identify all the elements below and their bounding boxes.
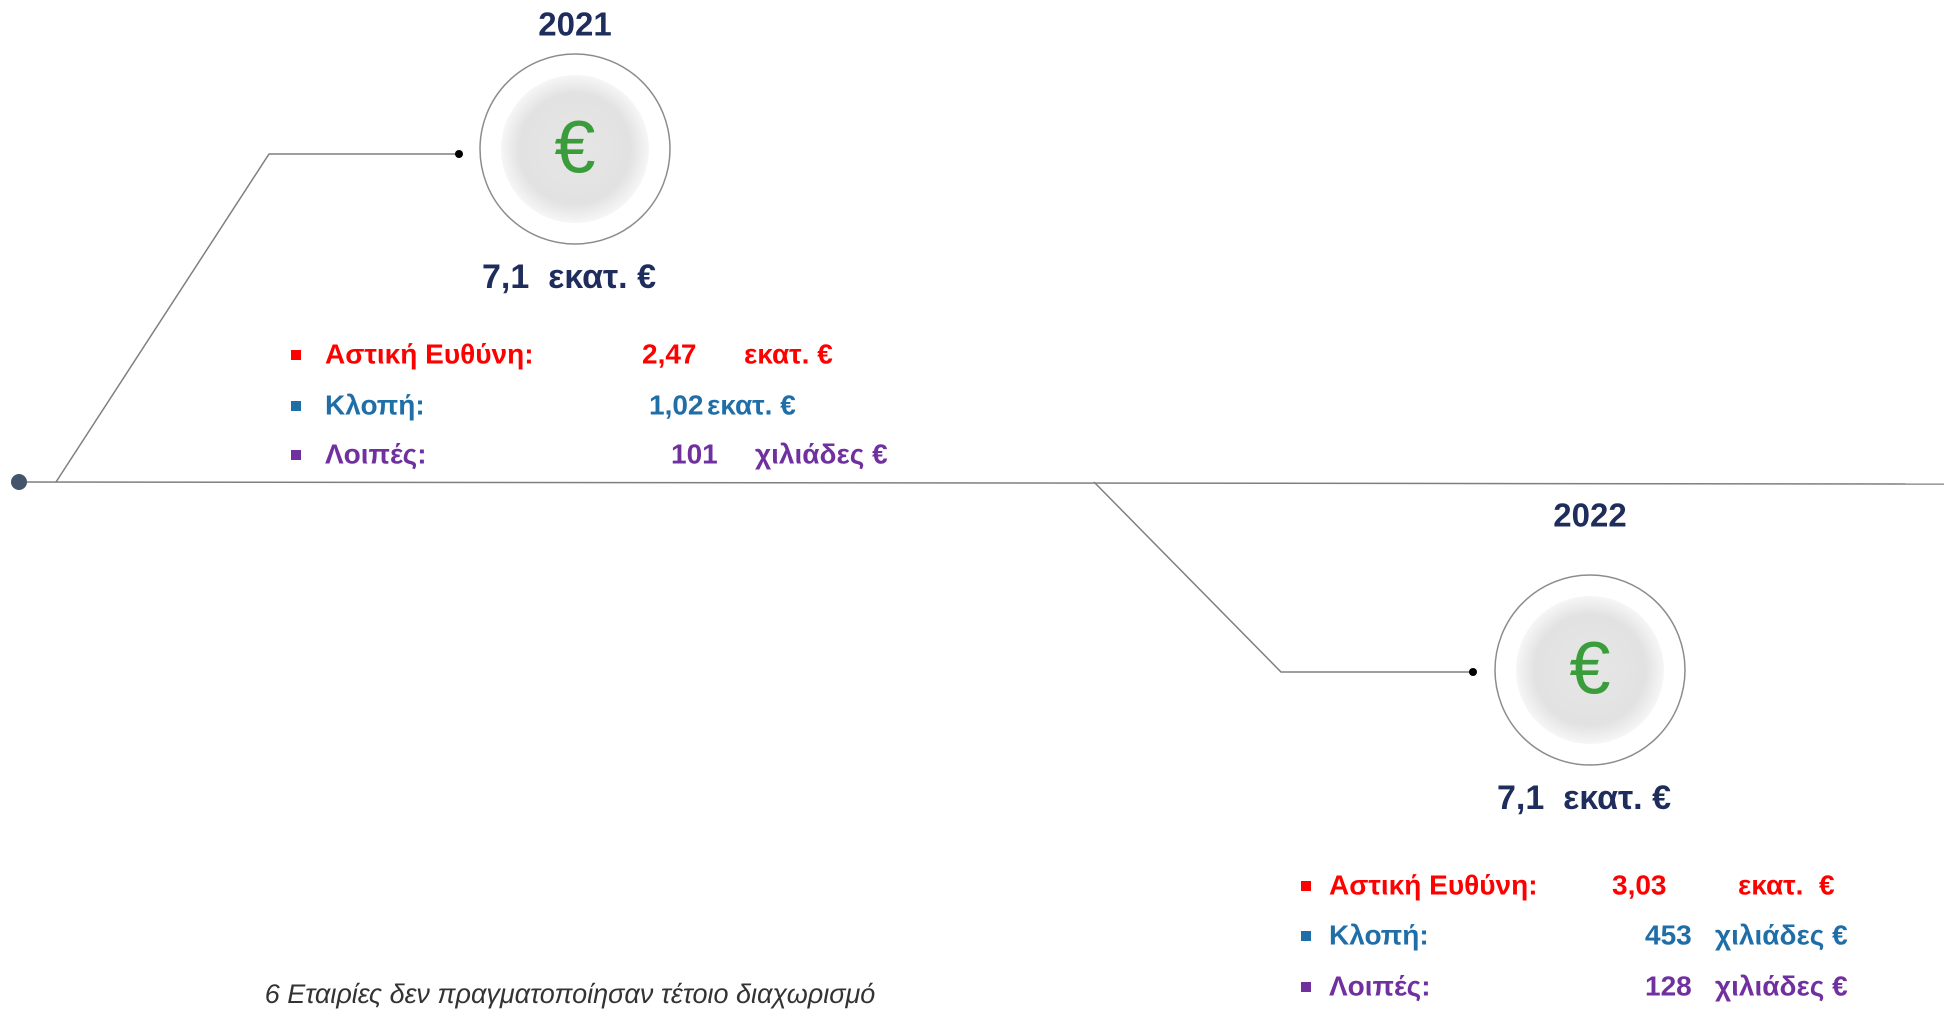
item-label: Λοιπές: <box>1329 970 1431 1001</box>
item-unit: χιλιάδες € <box>755 438 888 469</box>
item-label: Κλοπή: <box>1329 919 1429 950</box>
bullet <box>1301 982 1311 992</box>
connector <box>55 153 459 483</box>
connector <box>1093 481 1473 673</box>
axis-start-dot <box>11 474 27 490</box>
item-unit: εκατ. € <box>707 389 796 420</box>
item-amount: 101 <box>671 438 718 469</box>
bullet <box>1301 881 1311 891</box>
icon-disc <box>1516 596 1664 744</box>
item-amount: 1,02 <box>649 389 704 420</box>
main-axis <box>18 481 1944 485</box>
connector-dot <box>1469 668 1477 676</box>
item-label: Λοιπές: <box>325 438 427 469</box>
item-amount: 3,03 <box>1612 869 1667 900</box>
year: 2022 <box>1553 497 1626 534</box>
bullet <box>1301 931 1311 941</box>
footnote: 6 Εταιρίες δεν πραγματοποίησαν τέτοιο δι… <box>265 979 876 1009</box>
total: 7,1 εκατ. € <box>1497 779 1671 817</box>
item-unit: εκατ. € <box>1738 869 1835 900</box>
bullet <box>291 401 301 411</box>
icon-disc <box>501 75 649 223</box>
item-label: Κλοπή: <box>325 389 425 420</box>
icon-euro: € <box>554 106 595 189</box>
item-label: Αστική Ευθύνη: <box>325 338 534 369</box>
item-label: Αστική Ευθύνη: <box>1329 869 1538 900</box>
item-unit: εκατ. € <box>744 338 833 369</box>
item-amount: 128 <box>1645 970 1692 1001</box>
item-unit: χιλιάδες € <box>1715 919 1848 950</box>
connector-dot <box>455 150 463 158</box>
item-unit: χιλιάδες € <box>1715 970 1848 1001</box>
item-amount: 453 <box>1645 919 1692 950</box>
icon-euro: € <box>1569 627 1610 710</box>
bullet <box>291 450 301 460</box>
bullet <box>291 350 301 360</box>
year: 2021 <box>538 6 611 43</box>
item-amount: 2,47 <box>642 338 697 369</box>
total: 7,1 εκατ. € <box>482 258 656 296</box>
